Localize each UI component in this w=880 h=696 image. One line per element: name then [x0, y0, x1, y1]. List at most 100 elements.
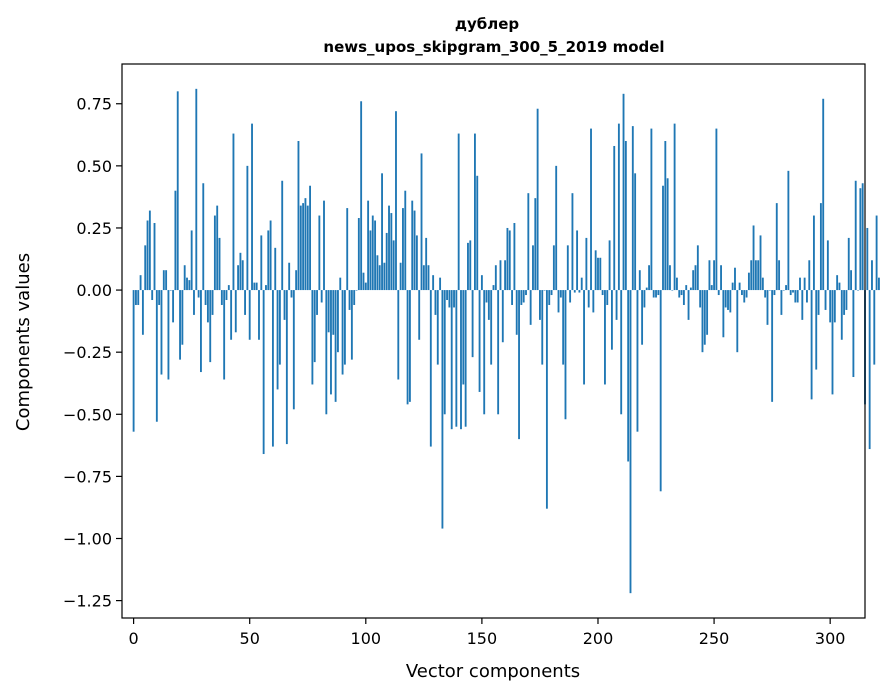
bar-235 [678, 290, 681, 298]
bar-206 [610, 290, 613, 350]
bar-132 [439, 277, 442, 291]
bar-279 [780, 290, 783, 315]
bar-269 [757, 260, 760, 291]
bar-178 [545, 290, 548, 509]
bar-139 [455, 290, 458, 427]
bar-272 [764, 290, 767, 298]
bar-218 [638, 270, 641, 291]
bar-125 [422, 265, 425, 291]
bar-292 [810, 290, 813, 400]
bar-104 [374, 220, 377, 291]
bar-21 [181, 290, 184, 345]
bar-198 [592, 290, 595, 313]
bar-24 [188, 280, 191, 291]
bar-196 [587, 290, 590, 308]
bar-51 [251, 123, 253, 291]
bar-83 [325, 290, 328, 415]
bar-65 [283, 290, 286, 320]
y-tick-label-8: −1.25 [63, 592, 112, 611]
bar-111 [390, 213, 393, 291]
bar-137 [450, 290, 453, 430]
bar-130 [434, 290, 437, 315]
bar-32 [206, 290, 209, 323]
x-tick-label-150: 150 [467, 629, 498, 648]
bar-299 [826, 240, 829, 291]
bar-89 [339, 277, 342, 291]
bar-180 [550, 290, 553, 296]
bar-162 [508, 230, 511, 291]
bar-239 [687, 290, 690, 320]
bar-297 [822, 98, 825, 291]
bar-143 [464, 290, 467, 427]
bar-250 [713, 260, 716, 291]
bar-240 [689, 287, 692, 291]
x-tick-label-0: 0 [129, 629, 139, 648]
bar-47 [241, 260, 244, 291]
bar-253 [720, 265, 722, 291]
x-axis-ticks: 0 50 100 150 200 250 300 [129, 618, 845, 648]
bar-205 [608, 240, 611, 291]
bar-169 [525, 290, 527, 296]
bar-8 [151, 290, 154, 301]
bar-19 [176, 91, 179, 291]
bar-229 [664, 141, 667, 291]
bar-113 [395, 111, 397, 291]
bar-22 [183, 265, 186, 291]
bar-286 [796, 290, 799, 303]
bar-213 [627, 290, 630, 462]
bar-298 [824, 290, 827, 310]
bar-60 [271, 290, 274, 447]
bar-257 [729, 290, 732, 313]
bar-61 [274, 247, 277, 291]
bar-128 [429, 290, 432, 447]
bar-18 [174, 190, 177, 291]
bar-226 [657, 290, 660, 296]
bar-175 [539, 290, 541, 320]
bar-262 [741, 290, 743, 296]
bar-201 [599, 257, 602, 291]
bar-28 [197, 290, 200, 298]
bar-249 [710, 285, 713, 291]
bar-172 [532, 245, 534, 291]
bar-52 [253, 282, 256, 291]
bar-210 [620, 290, 623, 415]
bar-62 [276, 290, 279, 390]
bar-223 [650, 128, 653, 291]
bar-57 [265, 285, 267, 291]
bar-170 [527, 193, 530, 291]
bar-320 [875, 215, 878, 291]
bar-55 [260, 235, 263, 291]
bar-129 [432, 275, 435, 291]
bar-231 [669, 265, 671, 291]
bar-79 [316, 290, 318, 315]
bar-42 [230, 290, 233, 340]
bar-179 [548, 290, 551, 305]
bar-246 [703, 290, 706, 345]
bar-131 [436, 290, 439, 365]
bar-87 [334, 290, 337, 402]
bar-241 [692, 270, 695, 291]
bar-82 [323, 200, 325, 291]
bar-168 [522, 290, 525, 303]
bar-50 [248, 290, 251, 340]
bar-217 [636, 290, 639, 432]
bar-266 [750, 260, 753, 291]
y-tick-label-1: 0.50 [76, 157, 112, 176]
y-tick-label-0: 0.75 [76, 95, 112, 114]
bar-186 [564, 290, 567, 420]
bar-163 [511, 290, 514, 305]
bar-259 [734, 267, 736, 291]
bar-309 [850, 270, 852, 291]
bar-321 [878, 277, 880, 291]
bar-293 [812, 215, 815, 291]
bar-251 [715, 128, 718, 291]
bar-313 [859, 188, 862, 291]
bar-207 [613, 145, 616, 291]
bar-107 [381, 173, 383, 291]
bar-264 [745, 290, 748, 298]
bar-109 [385, 232, 388, 291]
bar-192 [578, 290, 581, 293]
bar-116 [402, 208, 404, 291]
bar-224 [652, 290, 655, 298]
bar-115 [399, 262, 402, 291]
